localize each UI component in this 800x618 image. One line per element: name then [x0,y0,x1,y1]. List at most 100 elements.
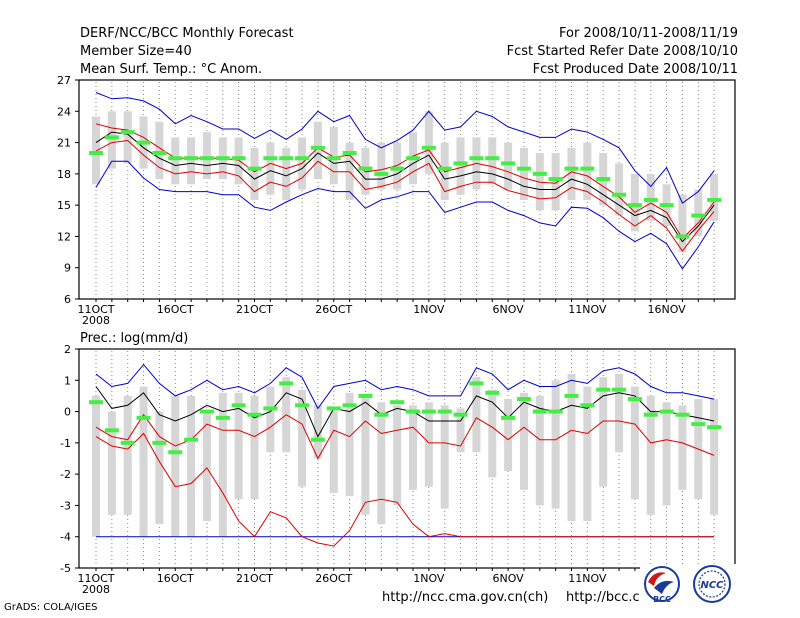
ensemble-box [424,111,433,174]
ensemble-box [583,142,592,200]
ensemble-box [615,374,624,453]
y-tick-label: 1 [64,374,71,387]
ensemble-box [678,194,687,253]
ensemble-mean-mark [326,156,341,161]
ensemble-mean-mark [516,166,531,171]
y-tick-label: 0 [64,406,71,419]
ensemble-box [488,137,497,185]
ensemble-box [202,132,211,180]
svg-text:NCC: NCC [700,580,724,591]
y-tick-label: 12 [57,230,71,243]
ensemble-mean-mark [691,213,706,218]
ensemble-box [678,405,687,490]
ensemble-box [313,405,322,459]
x-tick-label: 6NOV [492,303,524,316]
ensemble-mean-mark [707,425,722,430]
y-tick-label: -3 [60,499,71,512]
logo-area: BCC NCC [640,564,738,608]
x-year-label: 2008 [82,314,110,327]
ensemble-mean-mark [168,156,183,161]
precipitation-panel: -5 -4 -3 -2 -1 0 1 2 11OCT 16OCT 21OCT 26OCT 1NOV 6NO… [60,343,736,596]
ensemble-mean-mark [437,409,452,414]
y-tick-label: -4 [60,531,71,544]
x-tick-label: 11OCT [77,572,114,585]
ensemble-mean-mark [310,437,325,442]
ensemble-mean-mark [643,197,658,202]
ensemble-mean-mark [390,166,405,171]
ensemble-mean-mark [612,192,627,197]
ensemble-mean-mark [247,412,262,417]
ensemble-mean-mark [675,412,690,417]
ensemble-box [155,411,164,525]
ensemble-box [583,386,592,522]
ensemble-box [710,173,719,221]
ensemble-mean-mark [89,400,103,405]
ensemble-box [551,153,560,211]
ensemble-box [250,147,259,200]
header-right-3: Fcst Produced Date 2008/10/11 [532,62,738,77]
ensemble-box [504,142,513,190]
ensemble-mean-mark [532,409,547,414]
ensemble-box [155,121,164,180]
upper-bound-line [95,92,715,204]
black-median-line [95,386,715,438]
y-tick-label: 6 [64,293,71,306]
ensemble-mean-mark [374,171,389,176]
ensemble-mean-mark [279,156,294,161]
x-tick-label: 6NOV [492,572,524,585]
header-left-1: DERF/NCC/BCC Monthly Forecast [80,26,294,41]
ensemble-box [202,411,211,522]
ensemble-box [440,405,449,509]
x-tick-label: 1NOV [413,572,445,585]
black-median-line [95,131,715,243]
ensemble-box [424,402,433,487]
y-tick-label: 2 [64,343,71,356]
ensemble-mean-mark [199,409,214,414]
header-left-3: Mean Surf. Temp.: °C Anom. [80,62,263,77]
ensemble-box [377,402,386,525]
footer-url-bcc[interactable]: http://bcc.c [566,590,640,605]
ensemble-box [282,147,291,200]
ensemble-box [187,137,196,185]
ensemble-box [599,377,608,487]
ensemble-mean-mark [231,403,246,408]
footer-url-ncc[interactable]: http://ncc.cma.gov.cn(ch) [382,590,549,605]
ensemble-mean-mark [326,406,341,411]
ensemble-mean-mark [152,440,167,445]
ensemble-box [329,411,338,493]
ensemble-box [234,392,243,500]
ensemble-mean-mark [659,203,674,208]
bcc-logo-icon: BCC [644,566,680,604]
y-tick-label: -5 [60,562,71,575]
ensemble-mean-mark [532,171,547,176]
ensemble-mean-mark [295,403,310,408]
svg-text:BCC: BCC [653,595,671,604]
x-tick-label: 16OCT [157,572,194,585]
ensemble-mean-mark [263,406,278,411]
lower-bound-line [95,160,715,270]
ensemble-mean-mark [104,428,119,433]
ensemble-mean-mark [310,145,325,150]
ensemble-box [567,374,576,522]
ensemble-mean-mark [469,156,484,161]
red-line-b [95,413,715,460]
ensemble-box [393,142,402,190]
ensemble-mean-mark [406,409,420,414]
y-tick-label: 9 [64,262,71,275]
ensemble-box [630,386,639,500]
ensemble-mean-mark [501,161,516,166]
ensemble-mean-mark [691,422,706,427]
ensemble-box [107,411,116,515]
ensemble-mean-mark [215,156,230,161]
ensemble-mean-mark [342,151,357,155]
ensemble-box [123,395,132,515]
ensemble-box [298,389,307,487]
ensemble-mean-mark [136,415,151,420]
ensemble-mean-mark [596,177,611,182]
ensemble-mean-mark [231,156,246,161]
ensemble-mean-mark [564,166,579,171]
ensemble-box [409,405,417,490]
red-line-b [95,139,715,252]
ensemble-box [393,405,402,506]
